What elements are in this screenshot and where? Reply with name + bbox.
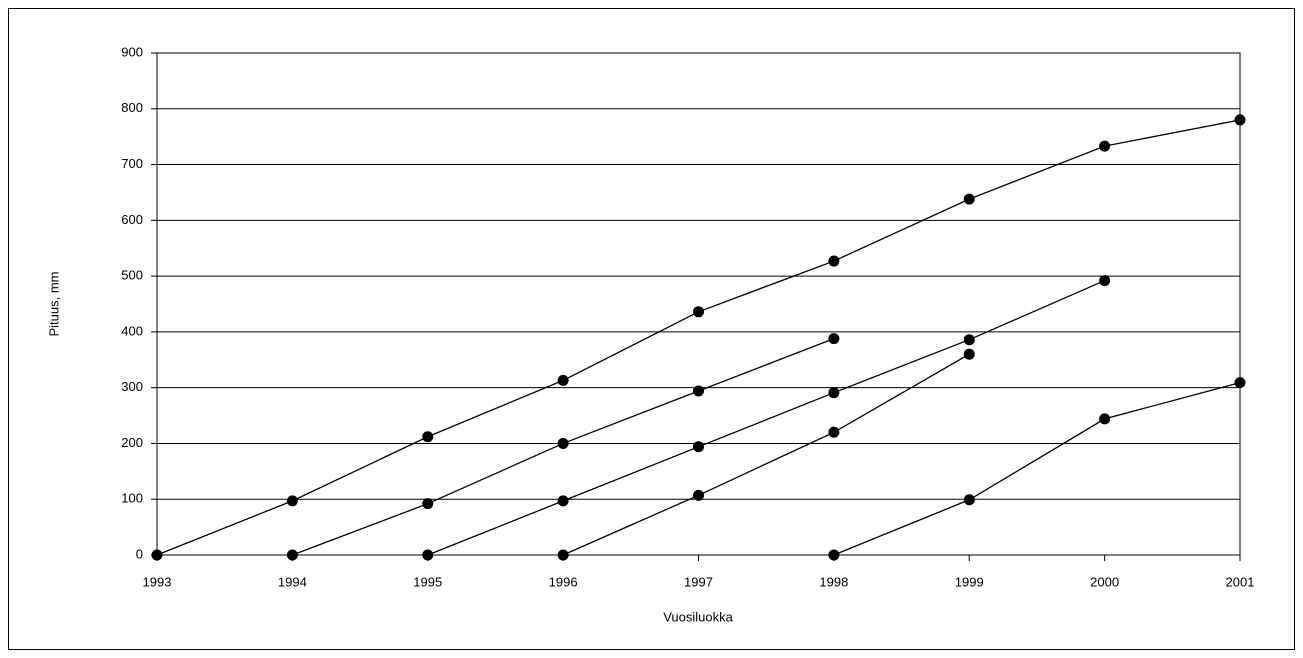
data-point	[963, 348, 975, 360]
data-point	[1099, 275, 1111, 287]
data-point	[557, 374, 569, 386]
y-tick-label: 500	[121, 268, 143, 283]
data-point	[1099, 413, 1111, 425]
data-point	[828, 387, 840, 399]
y-tick-label: 100	[121, 491, 143, 506]
data-point	[693, 385, 704, 397]
data-point	[828, 549, 840, 561]
data-point	[963, 334, 975, 346]
x-tick-label: 1999	[955, 574, 984, 589]
y-tick-label: 700	[121, 156, 143, 171]
x-tick-label: 2001	[1226, 574, 1255, 589]
data-point	[422, 549, 434, 561]
x-axis-label: Vuosiluokka	[663, 609, 733, 624]
data-point	[828, 255, 840, 267]
data-point	[963, 494, 975, 506]
data-point	[557, 549, 569, 561]
data-point	[151, 549, 163, 561]
data-point	[286, 495, 298, 507]
data-point	[557, 437, 569, 449]
data-point	[1099, 140, 1111, 152]
data-point	[422, 431, 434, 443]
data-point	[422, 498, 434, 510]
x-tick-label: 1996	[549, 574, 578, 589]
y-tick-label: 200	[121, 435, 143, 450]
x-tick-label: 1994	[278, 574, 307, 589]
x-tick-label: 1997	[684, 574, 713, 589]
series-line	[562, 353, 970, 556]
y-tick-label: 600	[121, 212, 143, 227]
data-point	[963, 193, 975, 205]
data-point	[1234, 377, 1246, 389]
series-line	[427, 279, 1105, 556]
data-point	[693, 441, 704, 453]
plot-border	[156, 52, 1241, 556]
data-point	[693, 306, 704, 318]
y-tick-label: 300	[121, 379, 143, 394]
y-tick-label: 400	[121, 323, 143, 338]
y-tick-label: 0	[136, 546, 143, 561]
series-line	[833, 382, 1241, 556]
data-point	[828, 333, 840, 345]
data-point	[557, 495, 569, 507]
y-tick-label: 800	[121, 100, 143, 115]
data-point	[1234, 114, 1246, 126]
x-tick-label: 2000	[1090, 574, 1119, 589]
y-tick-label: 900	[121, 44, 143, 59]
data-point	[286, 549, 298, 561]
y-axis-label: Pituus, mm	[46, 271, 61, 336]
data-point	[828, 426, 840, 438]
x-tick-label: 1998	[819, 574, 848, 589]
data-point	[693, 489, 704, 501]
x-tick-label: 1995	[413, 574, 442, 589]
x-tick-label: 1993	[143, 574, 172, 589]
chart-frame	[8, 8, 1295, 650]
